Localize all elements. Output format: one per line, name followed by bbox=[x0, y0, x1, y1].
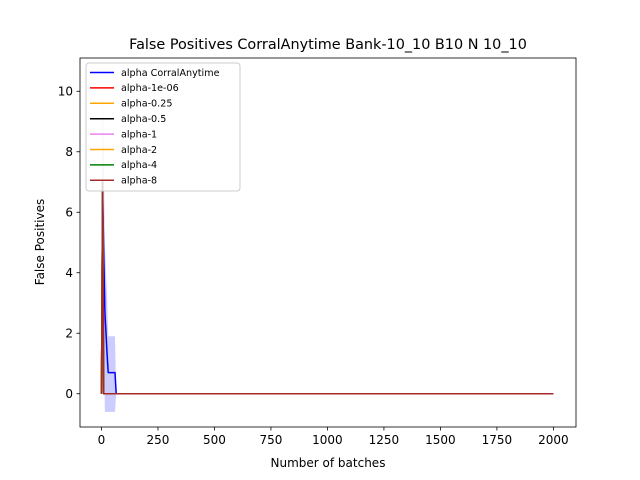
series-line-5 bbox=[100, 181, 554, 395]
x-tick-label-0: 0 bbox=[98, 433, 106, 447]
legend-label-1: alpha-1e-06 bbox=[121, 83, 179, 94]
y-tick-label-0: 0 bbox=[65, 387, 73, 401]
x-tick-label-3: 750 bbox=[259, 433, 282, 447]
y-tick-label-2: 4 bbox=[65, 266, 73, 280]
y-tick-label-4: 8 bbox=[65, 145, 73, 159]
series-line-0 bbox=[100, 190, 554, 395]
legend-label-6: alpha-4 bbox=[121, 160, 157, 171]
series-line-4 bbox=[100, 181, 554, 395]
x-axis-ticks: 0 250 500 750 1000 1250 1500 1750 2000 bbox=[98, 427, 569, 447]
legend-label-7: alpha-8 bbox=[121, 176, 157, 187]
x-tick-label-1: 250 bbox=[147, 433, 170, 447]
x-tick-label-4: 1000 bbox=[312, 433, 343, 447]
legend-frame bbox=[85, 62, 241, 192]
x-tick-label-6: 1500 bbox=[425, 433, 456, 447]
x-axis-label: Number of batches bbox=[271, 456, 386, 470]
series-line-2 bbox=[100, 181, 554, 395]
series-line-7 bbox=[100, 181, 554, 395]
series-line-3 bbox=[100, 181, 554, 395]
x-tick-label-2: 500 bbox=[203, 433, 226, 447]
legend-label-5: alpha-2 bbox=[121, 145, 157, 156]
legend-label-4: alpha-1 bbox=[121, 129, 157, 140]
y-axis-label: False Positives bbox=[33, 199, 47, 285]
plot-area-frame bbox=[79, 57, 577, 428]
legend-label-0: alpha CorralAnytime bbox=[121, 68, 220, 79]
y-tick-label-3: 6 bbox=[65, 206, 73, 220]
legend: alpha CorralAnytime alpha-1e-06 alpha-0.25… bbox=[85, 62, 241, 192]
series-lines bbox=[100, 181, 554, 395]
y-tick-label-1: 2 bbox=[65, 327, 73, 341]
legend-label-3: alpha-0.5 bbox=[121, 114, 166, 125]
legend-label-2: alpha-0.25 bbox=[121, 99, 172, 110]
x-tick-label-5: 1250 bbox=[369, 433, 400, 447]
x-tick-label-7: 1750 bbox=[482, 433, 513, 447]
x-tick-label-8: 2000 bbox=[538, 433, 569, 447]
y-tick-label-5: 10 bbox=[58, 85, 73, 99]
y-axis-ticks: 0 2 4 6 8 10 bbox=[58, 85, 80, 401]
series-line-1 bbox=[100, 181, 554, 395]
chart-title: False Positives CorralAnytime Bank-10_10… bbox=[129, 37, 527, 53]
series-line-6 bbox=[100, 181, 554, 395]
